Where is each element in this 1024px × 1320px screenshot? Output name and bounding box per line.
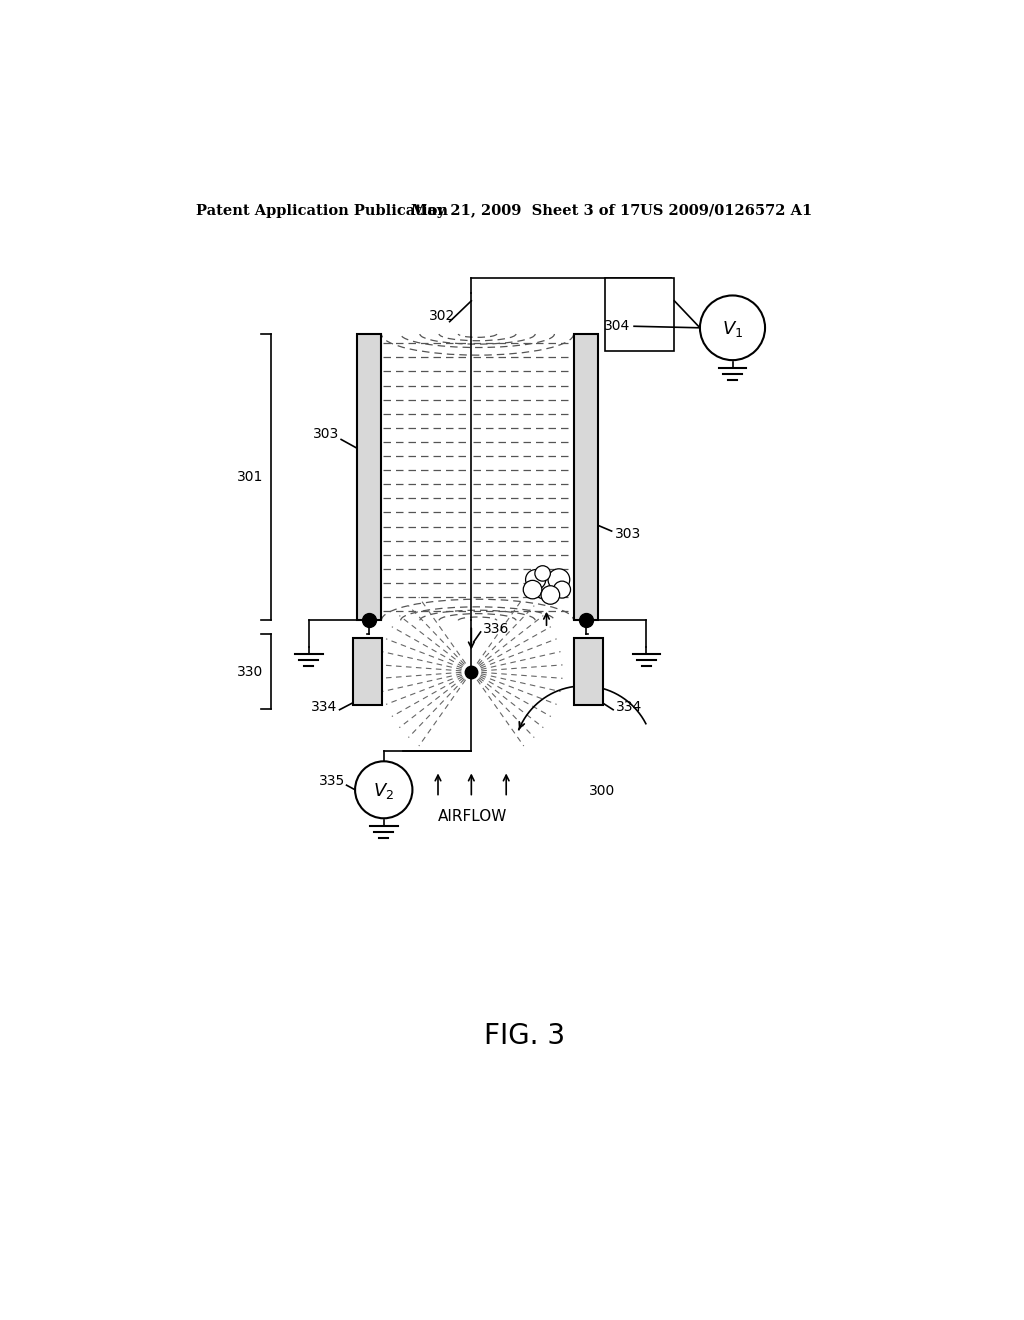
Circle shape xyxy=(523,581,542,599)
Text: $V_2$: $V_2$ xyxy=(373,781,394,801)
Text: 335: 335 xyxy=(318,774,345,788)
Text: 334: 334 xyxy=(616,700,642,714)
Circle shape xyxy=(525,570,546,590)
Text: 336: 336 xyxy=(483,622,509,636)
Text: FIG. 3: FIG. 3 xyxy=(484,1022,565,1051)
Bar xyxy=(356,334,381,620)
Text: 300: 300 xyxy=(589,784,615,799)
Bar xyxy=(573,334,598,620)
Bar xyxy=(573,638,603,705)
Circle shape xyxy=(355,762,413,818)
Circle shape xyxy=(700,296,765,360)
Text: 301: 301 xyxy=(238,470,263,484)
Circle shape xyxy=(535,566,550,581)
Text: $V_1$: $V_1$ xyxy=(722,319,743,339)
Text: 302: 302 xyxy=(429,309,455,323)
Text: May 21, 2009  Sheet 3 of 17: May 21, 2009 Sheet 3 of 17 xyxy=(411,203,640,218)
Text: 304: 304 xyxy=(604,319,630,333)
Text: 334: 334 xyxy=(311,700,337,714)
Text: AIRFLOW: AIRFLOW xyxy=(438,809,508,824)
Circle shape xyxy=(541,586,560,605)
Text: 303: 303 xyxy=(614,527,641,541)
Circle shape xyxy=(554,581,570,598)
Text: 303: 303 xyxy=(312,428,339,441)
Text: US 2009/0126572 A1: US 2009/0126572 A1 xyxy=(640,203,812,218)
Bar xyxy=(352,638,382,705)
Circle shape xyxy=(548,569,569,590)
Bar xyxy=(604,277,675,351)
Text: 330: 330 xyxy=(238,664,263,678)
Circle shape xyxy=(532,572,560,599)
Text: Patent Application Publication: Patent Application Publication xyxy=(197,203,449,218)
